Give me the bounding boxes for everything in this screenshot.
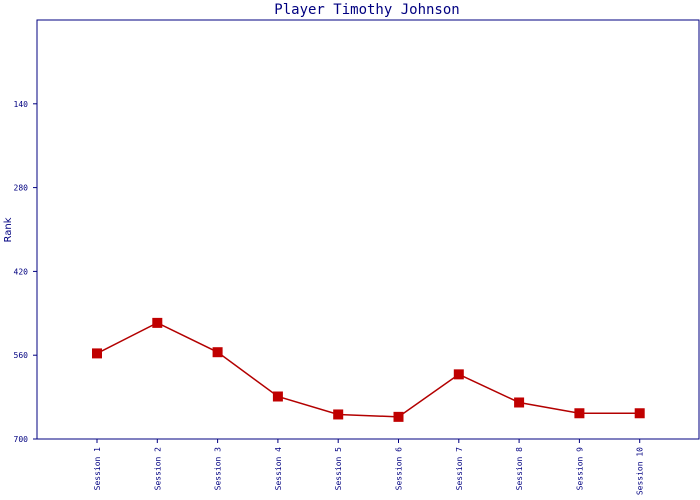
series-layer	[92, 317, 645, 422]
chart-title: Player Timothy Johnson	[274, 2, 459, 18]
x-tick-label: Session 8	[515, 447, 524, 491]
data-point-marker	[453, 369, 464, 380]
series-line	[96, 322, 640, 418]
data-point-marker	[152, 317, 163, 328]
x-tick-label: Session 3	[214, 447, 223, 491]
data-point-marker	[212, 347, 223, 358]
data-point-marker	[393, 411, 404, 422]
x-tick-label: Session 4	[274, 447, 283, 491]
data-point-marker	[514, 397, 525, 408]
data-point-marker	[574, 408, 585, 419]
x-tick-label: Session 1	[93, 447, 102, 491]
x-tick-label: Session 6	[395, 447, 404, 491]
x-tick-label: Session 9	[575, 447, 584, 491]
x-axis-ticks: Session 1 Session 2 Session 3 Session 4 Sess…	[93, 439, 645, 495]
y-tick-label: 280	[14, 184, 29, 193]
y-tick-label: 700	[14, 435, 29, 444]
data-point-marker	[333, 409, 344, 420]
plot-frame	[36, 19, 700, 440]
y-tick-label: 560	[14, 351, 29, 360]
y-tick-label: 140	[14, 100, 29, 109]
data-point-marker	[92, 348, 102, 359]
x-tick-label: Session 5	[334, 447, 343, 491]
y-tick-label: 420	[14, 267, 29, 276]
x-tick-label: Session 7	[455, 447, 464, 491]
x-tick-label: Session 2	[153, 447, 162, 491]
data-point-marker	[272, 391, 283, 402]
y-axis-label: Rank	[3, 217, 14, 242]
y-axis-ticks: 140 280 420 560 700	[14, 100, 37, 444]
x-tick-label: Session 10	[636, 447, 645, 495]
data-point-marker	[634, 408, 645, 419]
